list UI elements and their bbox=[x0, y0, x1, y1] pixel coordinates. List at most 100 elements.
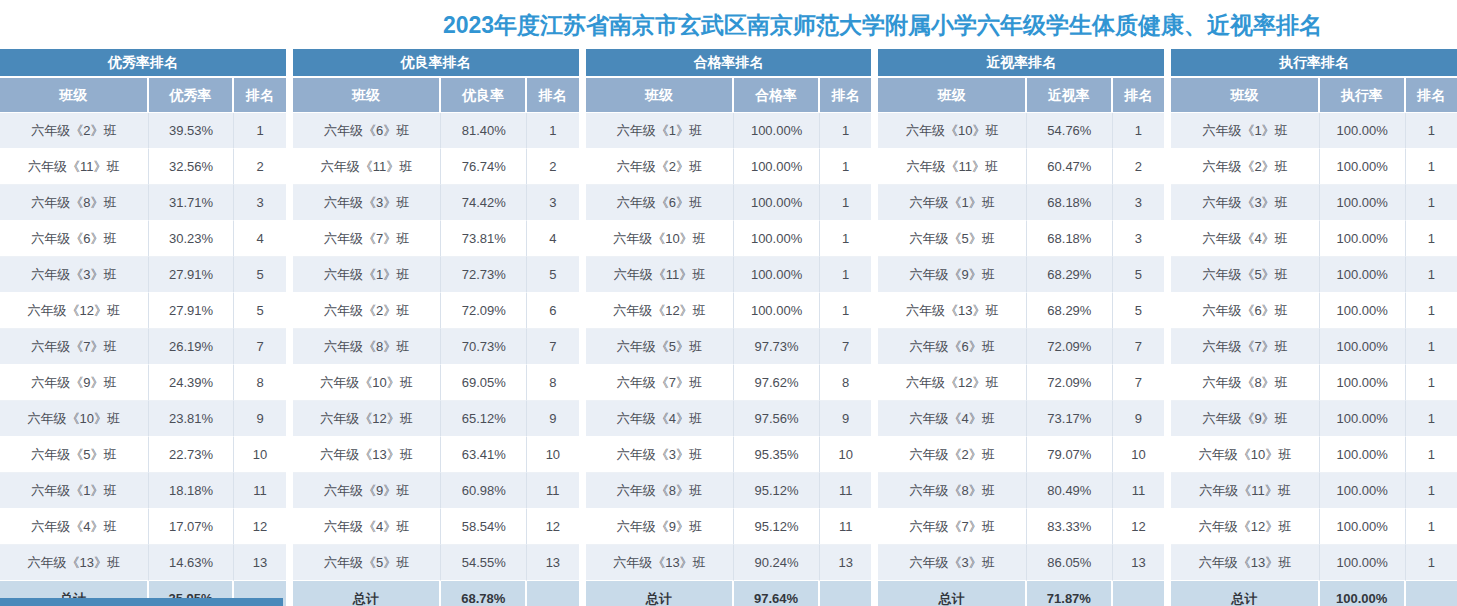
table-row: 六年级《6》班81.40%1 bbox=[293, 113, 579, 149]
table-subheader: 班级优秀率排名 bbox=[0, 78, 286, 112]
rate-value-cell: 23.81% bbox=[149, 401, 235, 437]
rank-cell: 9 bbox=[820, 401, 871, 437]
total-value-cell: 100.00% bbox=[1320, 581, 1406, 606]
rate-column-header: 优良率 bbox=[441, 78, 527, 112]
class-name-cell: 六年级《2》班 bbox=[878, 437, 1027, 473]
table-row: 六年级《10》班100.00%1 bbox=[1171, 437, 1457, 473]
rank-cell: 9 bbox=[527, 401, 578, 437]
class-name-cell: 六年级《1》班 bbox=[878, 185, 1027, 221]
rank-cell: 11 bbox=[527, 473, 578, 509]
class-name-cell: 六年级《11》班 bbox=[1171, 473, 1320, 509]
total-rank-cell bbox=[820, 581, 871, 606]
table-row: 六年级《10》班23.81%9 bbox=[0, 401, 286, 437]
table-row: 六年级《3》班95.35%10 bbox=[586, 437, 872, 473]
class-name-cell: 六年级《2》班 bbox=[0, 113, 149, 149]
table-row: 六年级《8》班80.49%11 bbox=[878, 473, 1164, 509]
class-name-cell: 六年级《9》班 bbox=[878, 257, 1027, 293]
rank-cell: 11 bbox=[820, 473, 871, 509]
rank-cell: 13 bbox=[1113, 545, 1164, 581]
table-row: 六年级《4》班97.56%9 bbox=[586, 401, 872, 437]
rate-value-cell: 72.09% bbox=[441, 293, 527, 329]
class-name-cell: 六年级《2》班 bbox=[586, 149, 735, 185]
table-row: 六年级《5》班54.55%13 bbox=[293, 545, 579, 581]
class-column-header: 班级 bbox=[1171, 78, 1320, 112]
rate-value-cell: 97.73% bbox=[734, 329, 820, 365]
table-row: 六年级《9》班95.12%11 bbox=[586, 509, 872, 545]
class-name-cell: 六年级《5》班 bbox=[878, 221, 1027, 257]
rank-cell: 1 bbox=[1406, 545, 1457, 581]
next-table-header-clipped bbox=[0, 598, 283, 606]
table-row: 六年级《4》班17.07%12 bbox=[0, 509, 286, 545]
class-name-cell: 六年级《8》班 bbox=[878, 473, 1027, 509]
table-row: 六年级《4》班58.54%12 bbox=[293, 509, 579, 545]
rate-value-cell: 60.98% bbox=[441, 473, 527, 509]
rate-value-cell: 31.71% bbox=[149, 185, 235, 221]
rate-value-cell: 100.00% bbox=[734, 257, 820, 293]
rate-value-cell: 100.00% bbox=[1320, 437, 1406, 473]
class-name-cell: 六年级《11》班 bbox=[586, 257, 735, 293]
rank-cell: 1 bbox=[820, 293, 871, 329]
rate-value-cell: 72.09% bbox=[1027, 329, 1113, 365]
rate-value-cell: 100.00% bbox=[734, 185, 820, 221]
class-name-cell: 六年级《4》班 bbox=[0, 509, 149, 545]
table-subheader: 班级合格率排名 bbox=[586, 78, 872, 112]
rate-value-cell: 63.41% bbox=[441, 437, 527, 473]
rate-value-cell: 95.35% bbox=[734, 437, 820, 473]
table-total-row: 总计71.87% bbox=[878, 581, 1164, 606]
table-row: 六年级《1》班100.00%1 bbox=[1171, 113, 1457, 149]
class-name-cell: 六年级《10》班 bbox=[586, 221, 735, 257]
table-row: 六年级《13》班14.63%13 bbox=[0, 545, 286, 581]
rank-cell: 3 bbox=[234, 185, 285, 221]
class-name-cell: 六年级《5》班 bbox=[293, 545, 442, 581]
rate-value-cell: 58.54% bbox=[441, 509, 527, 545]
class-column-header: 班级 bbox=[586, 78, 735, 112]
rate-value-cell: 100.00% bbox=[1320, 545, 1406, 581]
table-title: 执行率排名 bbox=[1171, 49, 1457, 76]
rank-cell: 3 bbox=[527, 185, 578, 221]
table-row: 六年级《7》班100.00%1 bbox=[1171, 329, 1457, 365]
rate-value-cell: 69.05% bbox=[441, 365, 527, 401]
rate-value-cell: 79.07% bbox=[1027, 437, 1113, 473]
rank-cell: 12 bbox=[527, 509, 578, 545]
table-row: 六年级《12》班100.00%1 bbox=[1171, 509, 1457, 545]
table-row: 六年级《13》班63.41%10 bbox=[293, 437, 579, 473]
rank-cell: 12 bbox=[1113, 509, 1164, 545]
rate-value-cell: 97.62% bbox=[734, 365, 820, 401]
class-name-cell: 六年级《8》班 bbox=[586, 473, 735, 509]
table-row: 六年级《3》班74.42%3 bbox=[293, 185, 579, 221]
class-name-cell: 六年级《1》班 bbox=[0, 473, 149, 509]
rate-value-cell: 100.00% bbox=[734, 149, 820, 185]
rate-column-header: 执行率 bbox=[1320, 78, 1406, 112]
total-rank-cell bbox=[1113, 581, 1164, 606]
rank-cell: 1 bbox=[820, 257, 871, 293]
class-name-cell: 六年级《10》班 bbox=[293, 365, 442, 401]
class-name-cell: 六年级《3》班 bbox=[0, 257, 149, 293]
class-name-cell: 六年级《1》班 bbox=[586, 113, 735, 149]
rank-table-1: 优秀率排名班级优秀率排名六年级《2》班39.53%1六年级《11》班32.56%… bbox=[0, 49, 286, 606]
class-column-header: 班级 bbox=[878, 78, 1027, 112]
rank-cell: 1 bbox=[234, 113, 285, 149]
rate-column-header: 合格率 bbox=[734, 78, 820, 112]
rank-cell: 8 bbox=[527, 365, 578, 401]
rank-cell: 11 bbox=[820, 509, 871, 545]
class-name-cell: 六年级《3》班 bbox=[878, 545, 1027, 581]
rank-cell: 1 bbox=[1406, 365, 1457, 401]
class-name-cell: 六年级《4》班 bbox=[293, 509, 442, 545]
rate-value-cell: 73.17% bbox=[1027, 401, 1113, 437]
class-name-cell: 六年级《9》班 bbox=[586, 509, 735, 545]
total-label-cell: 总计 bbox=[586, 581, 735, 606]
total-rank-cell bbox=[1406, 581, 1457, 606]
rate-value-cell: 68.18% bbox=[1027, 185, 1113, 221]
rank-cell: 3 bbox=[1113, 221, 1164, 257]
class-name-cell: 六年级《10》班 bbox=[0, 401, 149, 437]
rank-cell: 1 bbox=[1406, 437, 1457, 473]
class-name-cell: 六年级《1》班 bbox=[1171, 113, 1320, 149]
table-row: 六年级《7》班26.19%7 bbox=[0, 329, 286, 365]
rank-cell: 7 bbox=[527, 329, 578, 365]
class-name-cell: 六年级《2》班 bbox=[293, 293, 442, 329]
rank-cell: 6 bbox=[527, 293, 578, 329]
table-row: 六年级《1》班18.18%11 bbox=[0, 473, 286, 509]
class-name-cell: 六年级《13》班 bbox=[0, 545, 149, 581]
table-row: 六年级《5》班68.18%3 bbox=[878, 221, 1164, 257]
class-name-cell: 六年级《12》班 bbox=[1171, 509, 1320, 545]
